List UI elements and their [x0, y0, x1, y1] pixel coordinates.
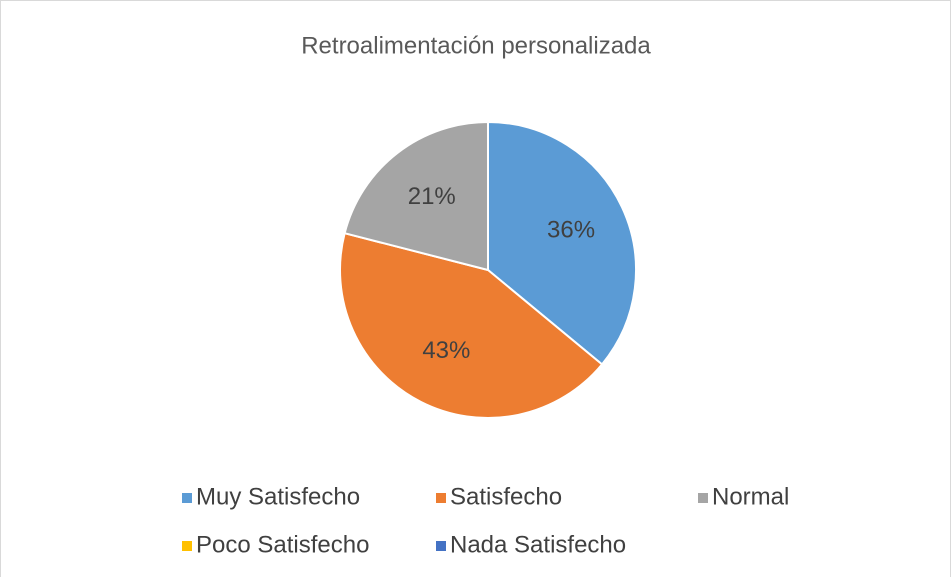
pie-slice: [343, 120, 489, 272]
legend-swatch: [436, 493, 446, 503]
pie-slice: [339, 231, 604, 419]
legend-swatch: [182, 493, 192, 503]
legend-swatch: [436, 541, 446, 551]
data-label: 43%: [422, 337, 470, 364]
chart-title: Retroalimentación personalizada: [301, 32, 651, 59]
legend-label: Satisfecho: [450, 483, 562, 510]
data-label: 36%: [547, 216, 595, 243]
pie-slice: [487, 120, 637, 366]
legend-swatch: [182, 541, 192, 551]
legend-label: Poco Satisfecho: [196, 531, 369, 558]
legend-label: Muy Satisfecho: [196, 483, 360, 510]
legend-label: Normal: [712, 483, 789, 510]
legend-swatch: [698, 493, 708, 503]
data-label: 21%: [408, 183, 456, 210]
legend-label: Nada Satisfecho: [450, 531, 626, 558]
